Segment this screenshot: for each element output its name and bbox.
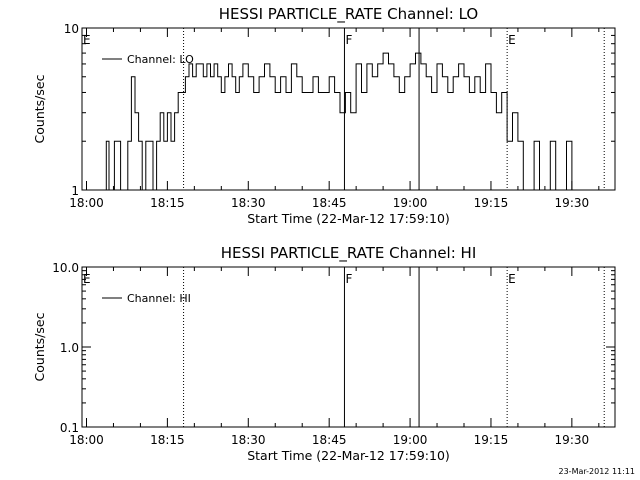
panel-hi: HESSI PARTICLE_RATE Channel: HI 18:00 18:1…: [32, 244, 616, 463]
x-tick-label: 19:15: [474, 433, 509, 447]
panel-lo: HESSI PARTICLE_RATE Channel: LO 18:00 18:1…: [32, 5, 616, 226]
legend-label: Channel: HI: [127, 292, 191, 305]
x-tick-label: 18:15: [150, 433, 185, 447]
x-tick-label: 19:00: [393, 433, 428, 447]
x-axis-label: Start Time (22-Mar-12 17:59:10): [247, 211, 450, 226]
y-axis-label: Counts/sec: [32, 74, 47, 143]
event-marker-label: F: [345, 272, 352, 286]
plot-frame: [81, 266, 616, 428]
series-line: [103, 52, 582, 191]
y-tick-label: 10.0: [52, 261, 79, 275]
y-tick-label: 0.1: [60, 421, 79, 435]
x-tick-label: 18:45: [312, 196, 347, 210]
x-tick-label: 19:15: [474, 196, 509, 210]
y-tick-label: 1.0: [60, 341, 79, 355]
y-tick-label: 1: [71, 184, 79, 198]
x-tick-label: 18:30: [231, 196, 266, 210]
x-tick-label: 18:00: [69, 433, 104, 447]
timestamp-label: 23-Mar-2012 11:11: [559, 467, 636, 476]
legend-label: Channel: LO: [127, 53, 194, 66]
y-tick-label: 10: [64, 22, 79, 36]
x-tick-label: 18:30: [231, 433, 266, 447]
x-tick-label: 18:15: [150, 196, 185, 210]
corner-marker-label: E: [83, 33, 91, 47]
chart-title: HESSI PARTICLE_RATE Channel: LO: [219, 5, 478, 24]
x-tick-label: 18:45: [312, 433, 347, 447]
y-axis-label: Counts/sec: [32, 312, 47, 381]
x-axis-label: Start Time (22-Mar-12 17:59:10): [247, 448, 450, 463]
x-tick-label: 19:30: [555, 433, 590, 447]
plot-frame: [81, 27, 616, 191]
corner-marker-label: E: [83, 272, 91, 286]
chart-title: HESSI PARTICLE_RATE Channel: HI: [221, 244, 477, 263]
x-tick-label: 19:00: [393, 196, 428, 210]
event-marker-label: E: [508, 272, 516, 286]
event-marker-label: F: [345, 33, 352, 47]
event-marker-label: E: [508, 33, 516, 47]
x-tick-label: 19:30: [555, 196, 590, 210]
x-tick-label: 18:00: [69, 196, 104, 210]
